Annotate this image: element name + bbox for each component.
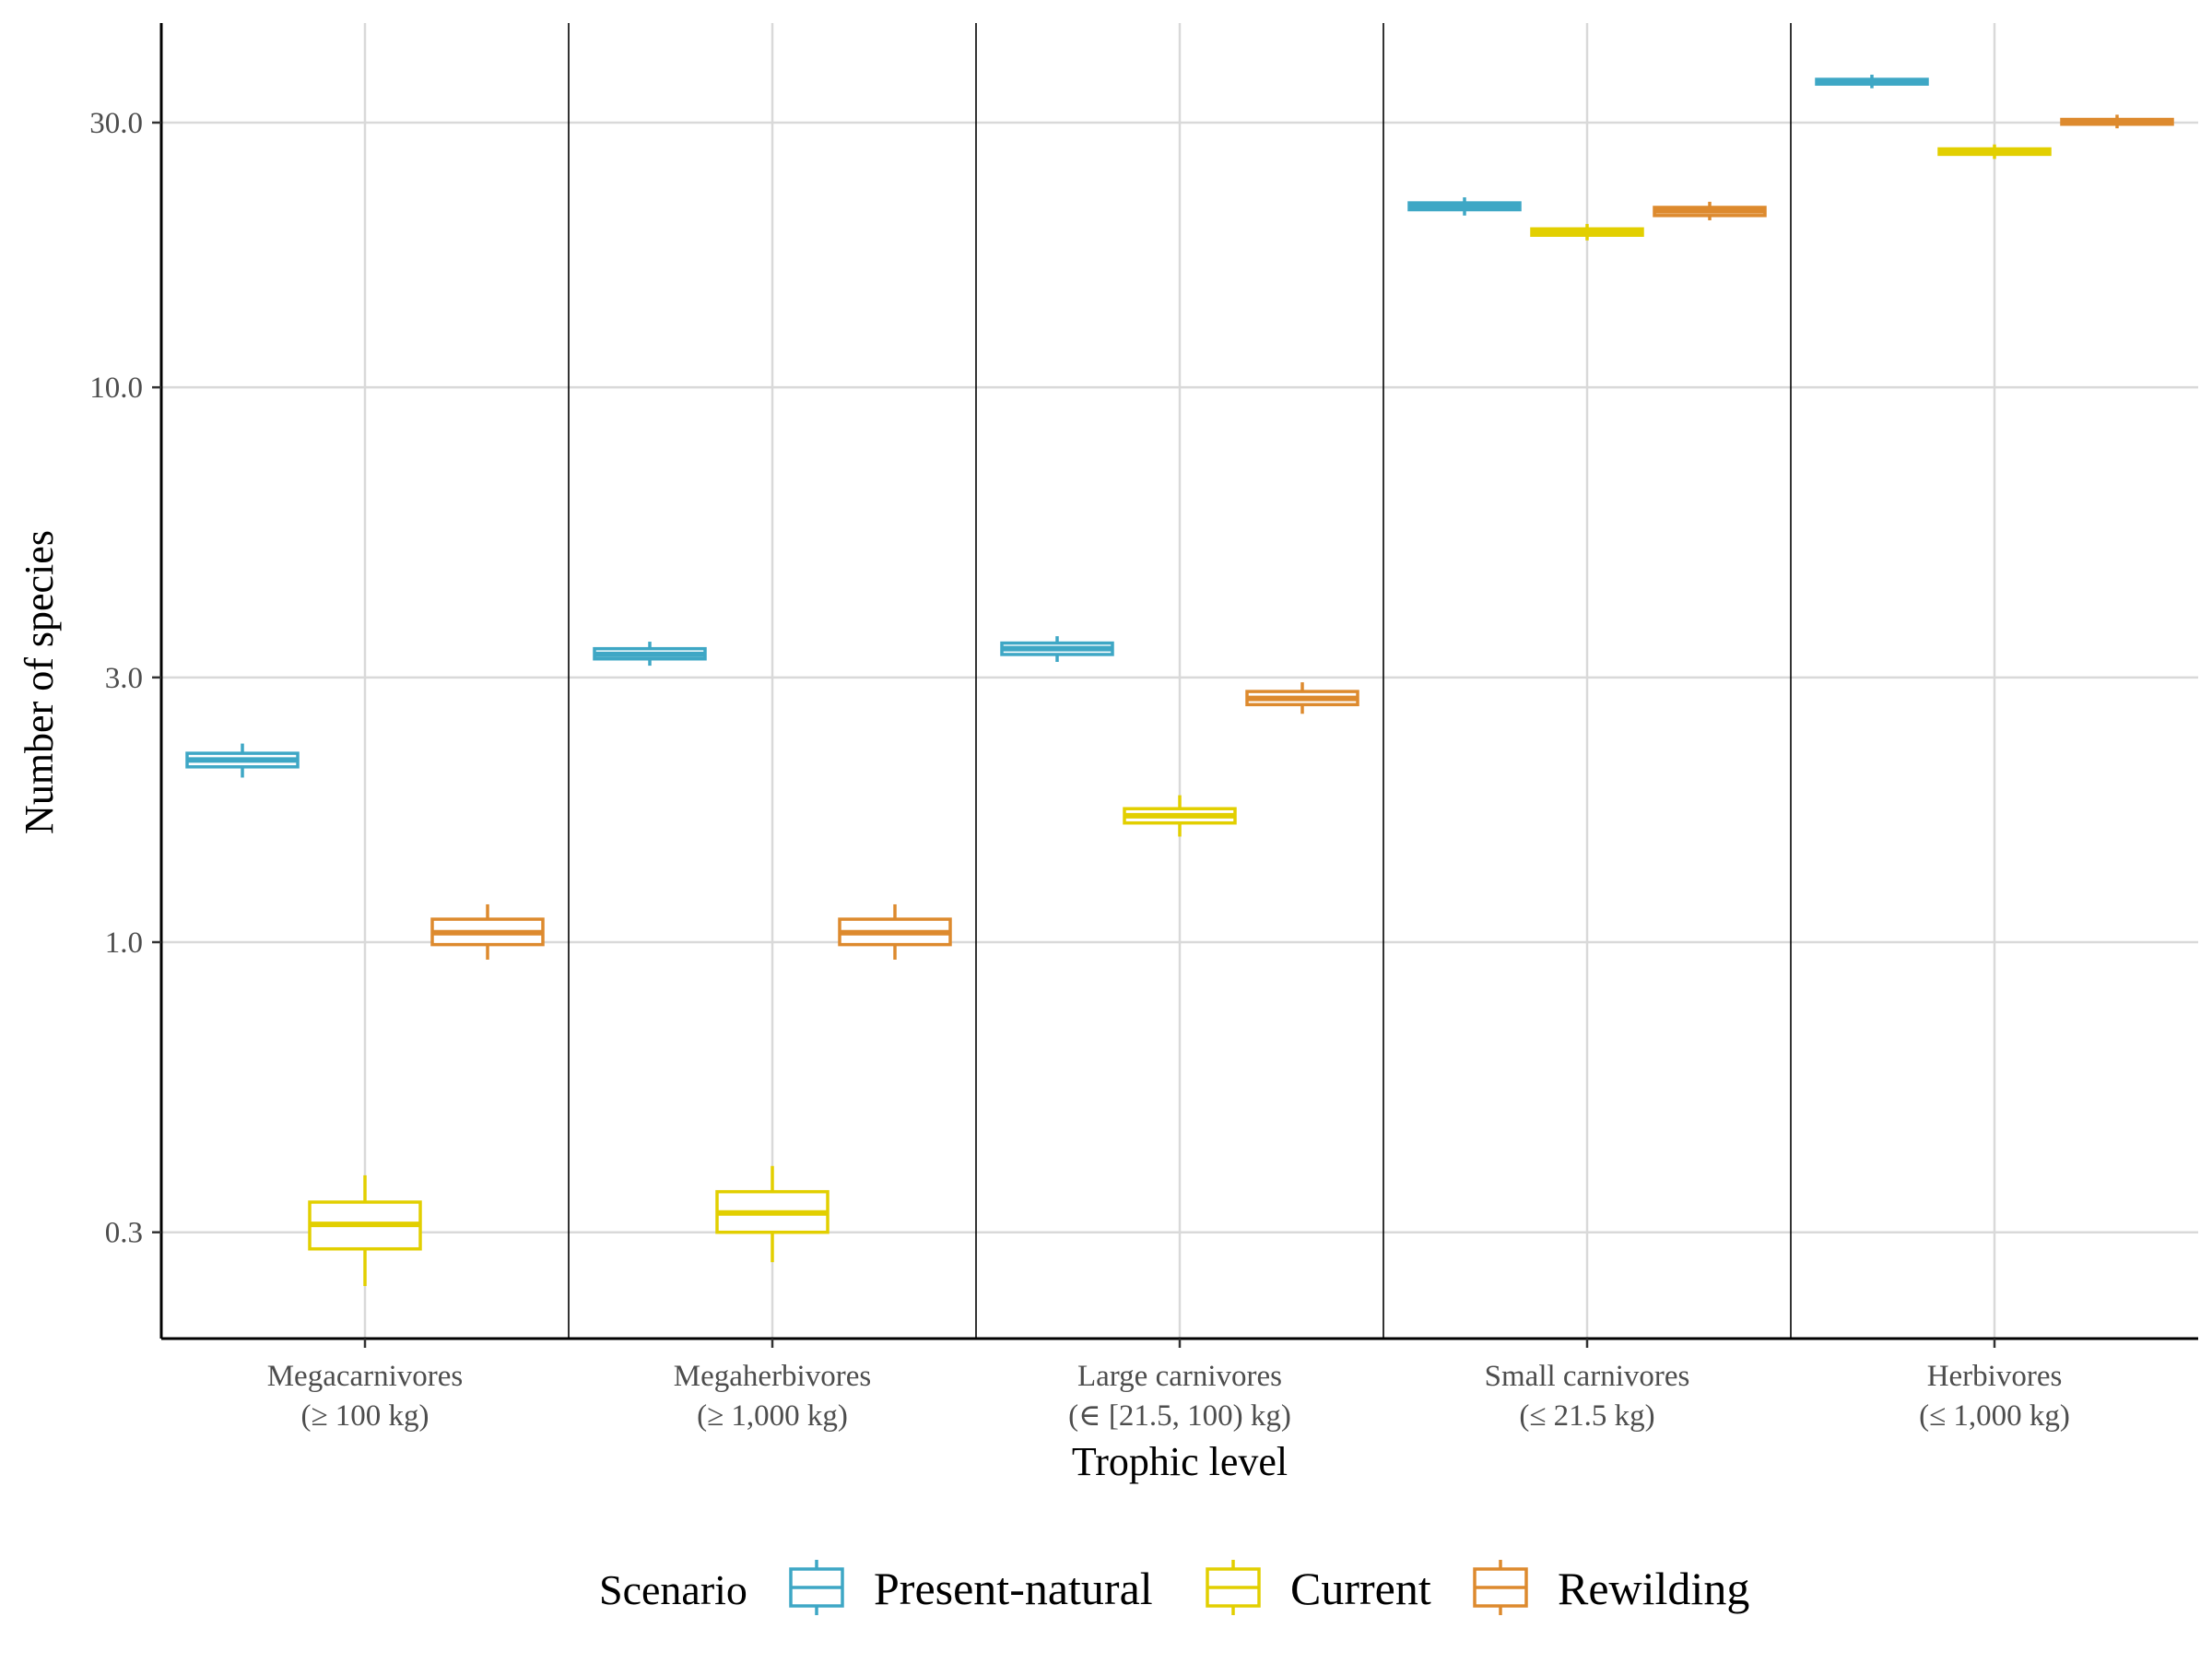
x-axis-title: Trophic level xyxy=(1072,1439,1288,1484)
legend-key-present-natural xyxy=(789,1560,844,1615)
boxes xyxy=(185,75,2174,1287)
y-tick-label: 10.0 xyxy=(89,372,143,405)
x-tick-label-line2: (≥ 100 kg) xyxy=(300,1399,429,1433)
box-present-natural-1 xyxy=(185,743,300,778)
y-tick-label: 1.0 xyxy=(105,926,143,960)
x-tick-label-line1: Small carnivores xyxy=(1485,1360,1690,1393)
x-tick-label-line2: (∈ [21.5, 100) kg) xyxy=(1068,1399,1291,1433)
box-present-natural-3 xyxy=(1000,636,1114,662)
box-rewilding-3 xyxy=(1245,682,1359,714)
box-current-4 xyxy=(1530,223,1644,241)
box-present-natural-5 xyxy=(1815,75,1929,89)
legend: Scenario Present-natural Current Rewilding xyxy=(599,1560,1749,1615)
x-tick-label-line1: Megaherbivores xyxy=(674,1360,871,1393)
y-tick-label: 0.3 xyxy=(105,1217,143,1250)
box-current-3 xyxy=(1123,795,1237,837)
legend-key-rewilding xyxy=(1473,1560,1528,1615)
facet-dividers xyxy=(568,23,1792,1339)
x-tick-label-line2: (≤ 21.5 kg) xyxy=(1519,1399,1654,1433)
box-current-2 xyxy=(715,1165,830,1263)
y-axis-title: Number of species xyxy=(17,530,62,834)
legend-title: Scenario xyxy=(599,1566,747,1613)
y-tick-label: 3.0 xyxy=(105,662,143,695)
box-rewilding-4 xyxy=(1653,201,1767,220)
grid-lines xyxy=(161,23,2198,1339)
box-current-1 xyxy=(308,1174,422,1287)
box-rewilding-1 xyxy=(430,903,545,960)
axes: 0.3 1.0 3.0 10.0 30.0 Megacarnivores (≥ 100 kg… xyxy=(89,23,2198,1433)
x-tick-label-line2: (≤ 1,000 kg) xyxy=(1919,1399,2070,1433)
box-current-5 xyxy=(1937,144,2052,159)
x-tick-label-line2: (≥ 1,000 kg) xyxy=(697,1399,848,1433)
box-present-natural-2 xyxy=(593,642,707,667)
legend-label: Current xyxy=(1290,1563,1431,1614)
x-tick-label-line1: Large carnivores xyxy=(1077,1360,1282,1393)
y-tick-label: 30.0 xyxy=(89,107,143,140)
box-present-natural-4 xyxy=(1407,197,1522,216)
legend-label: Present-natural xyxy=(874,1563,1153,1614)
box-rewilding-5 xyxy=(2060,114,2174,129)
legend-key-current xyxy=(1206,1560,1261,1615)
box-rewilding-2 xyxy=(838,903,952,960)
legend-label: Rewilding xyxy=(1558,1563,1749,1614)
x-tick-label-line1: Megacarnivores xyxy=(267,1360,464,1393)
x-tick-label-line1: Herbivores xyxy=(1927,1360,2063,1393)
